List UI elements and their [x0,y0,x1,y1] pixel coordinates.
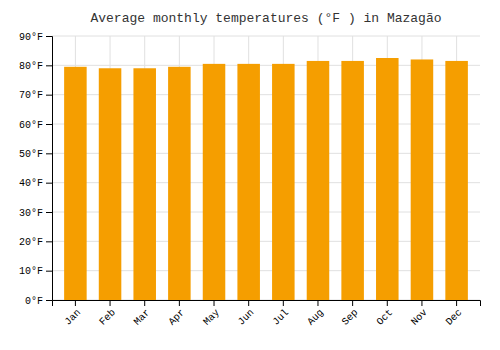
tick: Jun [236,300,257,328]
tick: Jan [63,300,84,328]
tick-label: Apr [167,307,188,328]
tick-mark [144,300,145,306]
tick-mark [352,300,353,306]
bar [237,64,260,300]
tick: 70°F [19,90,52,101]
tick-label: 90°F [19,32,43,43]
tick-mark [110,300,111,306]
bar [133,68,156,300]
bar [64,67,87,300]
y-axis: 0°F 10°F 20°F 30°F 40°F 50°F 60°F 70°F 80°F 90°F [19,32,53,307]
tick-label: Feb [97,307,118,328]
tick-label: Jul [271,307,292,328]
tick: 10°F [19,266,52,277]
chart: 0°F 10°F 20°F 30°F 40°F 50°F 60°F 70°F 80°F 90°F J… [0,0,500,350]
tick-label: 0°F [25,296,43,307]
tick-label: May [201,307,222,328]
tick-mark [46,65,52,66]
tick-label: 30°F [19,208,43,219]
bar [445,61,468,300]
tick-label: 10°F [19,266,43,277]
tick: Apr [167,300,188,328]
title: Average monthly temperatures (°F ) in Ma… [90,11,441,26]
tick-mark [283,300,284,306]
tick-label: Jan [63,307,84,328]
tick: Aug [305,300,326,328]
tick: 20°F [19,237,52,248]
tick: Mar [132,300,153,328]
tick: 40°F [19,178,52,189]
tick-mark [46,241,52,242]
tick: 80°F [19,61,52,72]
tick-mark [46,183,52,184]
tick-mark [75,300,76,306]
tick-label: 70°F [19,90,43,101]
bar [272,64,295,300]
axis-line [53,301,481,307]
tick-label: Aug [305,307,326,328]
tick-mark [46,300,52,301]
tick: 90°F [19,32,52,43]
tick: Sep [340,300,361,328]
tick-mark [456,300,457,306]
tick-label: Jun [236,307,257,328]
bars [64,58,468,300]
tick: Jul [271,300,292,328]
tick: Feb [97,300,118,328]
tick: Dec [444,300,465,328]
tick-mark [387,300,388,306]
tick-mark [214,300,215,306]
tick-mark [421,300,422,306]
bar [307,61,330,300]
bar [99,68,122,300]
tick: Oct [375,300,396,328]
tick: May [201,300,222,328]
tick-mark [46,212,52,213]
tick-mark [46,95,52,96]
tick-label: Dec [444,307,465,328]
grid-line [52,36,480,37]
tick-label: Oct [375,307,396,328]
tick-mark [317,300,318,306]
tick-label: Mar [132,307,153,328]
axis-line [46,37,53,301]
tick-mark [46,124,52,125]
tick: 30°F [19,208,52,219]
tick-label: 60°F [19,120,43,131]
tick-mark [179,300,180,306]
tick: 50°F [19,149,52,160]
grid [52,36,480,300]
tick: 0°F [25,296,52,307]
tick: 60°F [19,120,52,131]
tick-mark [46,271,52,272]
tick-label: 20°F [19,237,43,248]
bar [376,58,399,300]
tick-mark [46,36,52,37]
bar [168,67,191,300]
tick-label: 80°F [19,61,43,72]
tick-mark [46,153,52,154]
tick-label: 50°F [19,149,43,160]
bar [341,61,364,300]
tick-label: Nov [409,307,430,328]
x-axis: Jan Feb Mar Apr May Jun Jul Aug Sep Oct Nov Dec [53,300,481,328]
bar [411,59,434,300]
tick-label: 40°F [19,178,43,189]
tick-label: Sep [340,307,361,328]
tick-mark [248,300,249,306]
plot: 0°F 10°F 20°F 30°F 40°F 50°F 60°F 70°F 80°F 90°F J… [19,32,481,328]
bar [203,64,226,300]
tick: Nov [409,300,430,328]
